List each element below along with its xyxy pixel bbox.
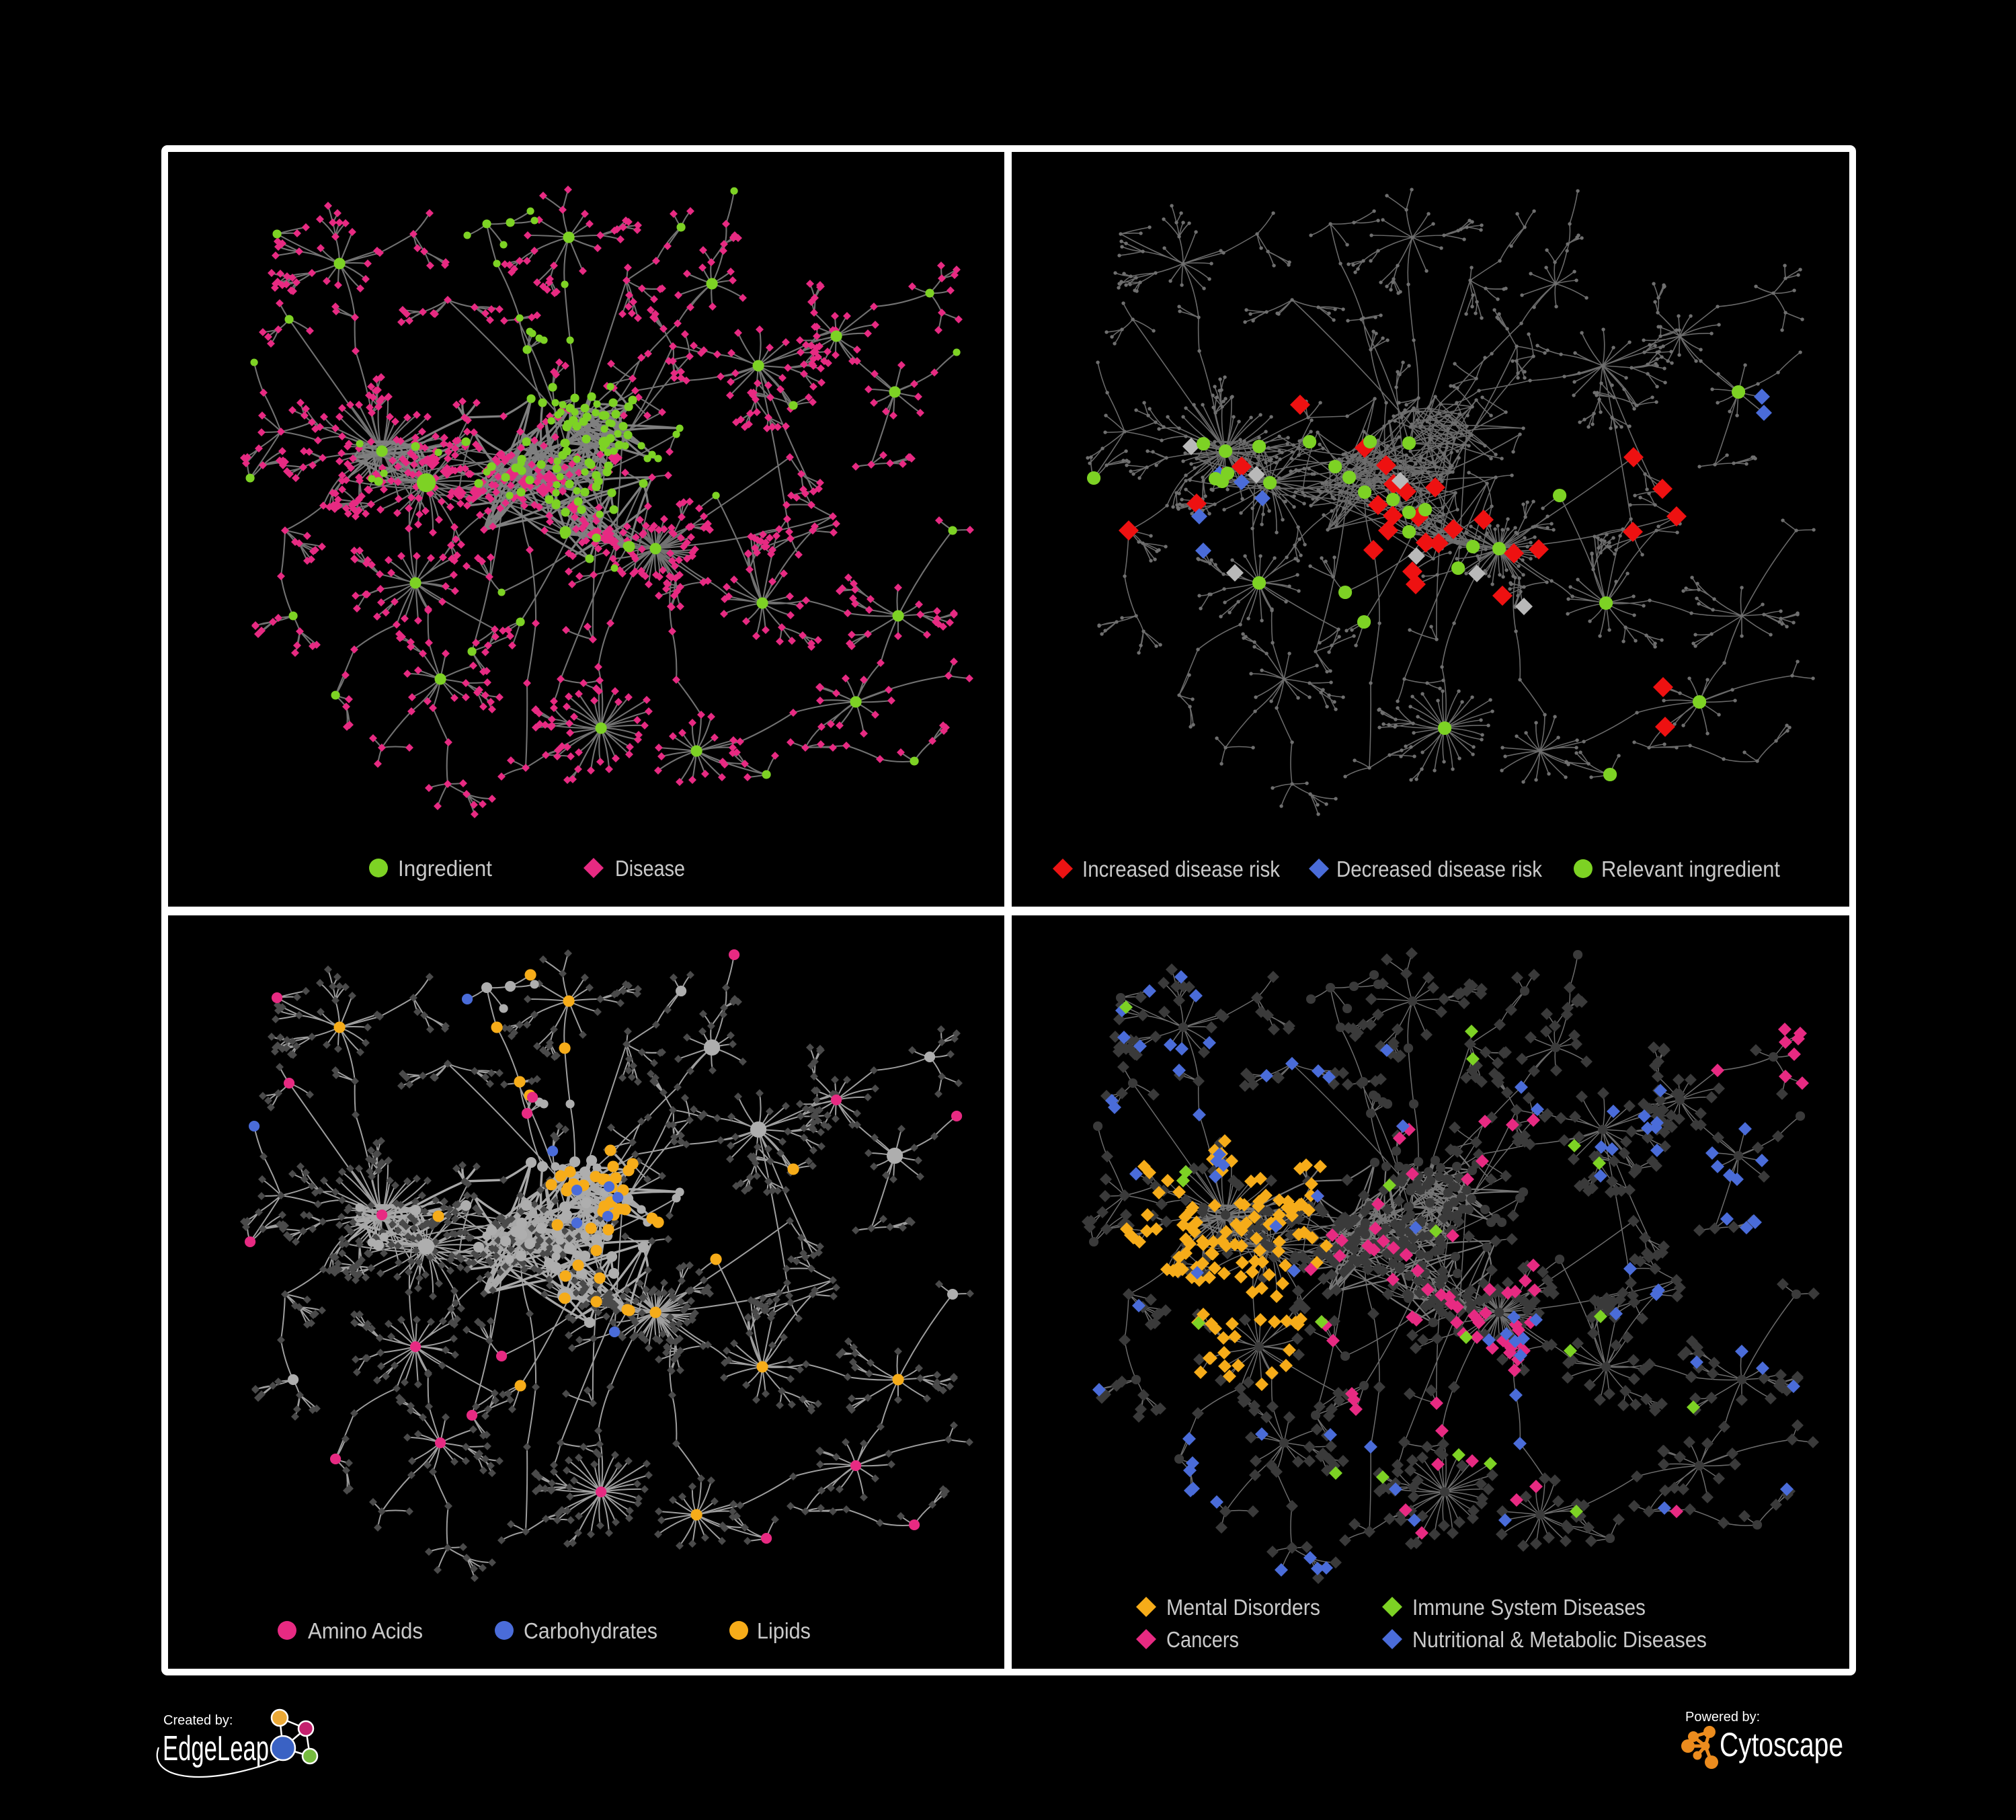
svg-text:Increased disease risk: Increased disease risk xyxy=(1082,857,1280,881)
svg-text:Cytoscape: Cytoscape xyxy=(1720,1726,1843,1764)
svg-text:Powered by:: Powered by: xyxy=(1685,1710,1760,1725)
svg-text:EdgeLeap: EdgeLeap xyxy=(163,1729,269,1768)
svg-text:Carbohydrates: Carbohydrates xyxy=(524,1618,657,1643)
svg-text:Amino Acids: Amino Acids xyxy=(308,1618,423,1643)
svg-text:Mental Disorders: Mental Disorders xyxy=(1166,1595,1320,1620)
svg-text:Disease: Disease xyxy=(615,856,685,881)
svg-text:Created by:: Created by: xyxy=(163,1713,233,1728)
svg-text:Relevant ingredient: Relevant ingredient xyxy=(1601,857,1780,881)
svg-text:Decreased disease risk: Decreased disease risk xyxy=(1336,857,1542,881)
svg-text:Lipids: Lipids xyxy=(757,1618,811,1643)
svg-text:Cancers: Cancers xyxy=(1166,1627,1239,1652)
svg-text:Immune System Diseases: Immune System Diseases xyxy=(1412,1595,1646,1620)
svg-text:Ingredient: Ingredient xyxy=(398,856,492,881)
svg-text:Nutritional & Metabolic Diseas: Nutritional & Metabolic Diseases xyxy=(1412,1627,1707,1652)
